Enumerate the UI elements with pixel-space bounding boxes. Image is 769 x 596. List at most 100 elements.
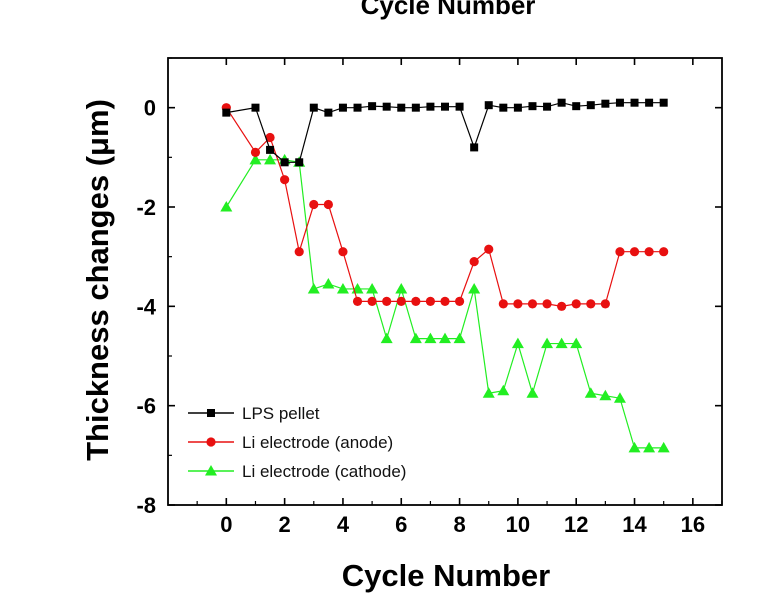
data-point: [469, 257, 479, 267]
data-point: [542, 299, 552, 309]
data-point: [441, 102, 449, 111]
data-point: [628, 441, 641, 453]
data-point: [601, 99, 610, 108]
data-point: [380, 332, 393, 344]
data-point: [511, 337, 524, 349]
data-point: [322, 277, 335, 289]
data-point: [323, 199, 333, 210]
data-point: [644, 247, 654, 257]
y-tick-label: -2: [136, 195, 156, 220]
data-point: [526, 387, 539, 398]
top-title: Cycle Number: [361, 0, 536, 20]
x-tick-label: 10: [506, 512, 530, 537]
data-point: [397, 103, 406, 112]
data-point: [586, 299, 596, 309]
data-point: [498, 299, 508, 309]
data-point: [222, 108, 231, 117]
x-tick-label: 8: [453, 512, 465, 537]
data-point: [482, 387, 495, 398]
plot-area: [220, 98, 670, 453]
data-point: [659, 98, 668, 107]
legend-label: Li electrode (cathode): [242, 462, 406, 481]
data-point: [528, 102, 537, 111]
x-axis-title: Cycle Number: [342, 558, 550, 593]
data-point: [336, 282, 349, 294]
data-point: [338, 247, 348, 257]
y-tick-label: 0: [144, 96, 156, 121]
x-tick-label: 16: [681, 512, 705, 537]
data-point: [309, 199, 319, 210]
data-point: [424, 332, 437, 344]
data-point: [368, 102, 377, 111]
y-tick-label: -4: [136, 294, 156, 319]
data-point: [484, 101, 493, 110]
data-point: [280, 158, 289, 167]
legend-label: LPS pellet: [242, 404, 320, 423]
data-point: [294, 247, 304, 257]
data-point: [295, 158, 304, 167]
data-point: [395, 282, 408, 294]
data-point: [629, 247, 640, 257]
data-point: [426, 102, 435, 111]
data-point: [613, 392, 626, 403]
data-point: [513, 103, 522, 112]
data-point: [643, 441, 656, 453]
data-point: [265, 132, 275, 143]
data-point: [527, 299, 538, 309]
data-point: [630, 98, 639, 107]
series-line-0: [226, 102, 664, 163]
axes: 0 2 4 6 8 10 12 14 16 0 -2 -4 -6 -8: [136, 57, 723, 537]
data-point: [352, 296, 363, 306]
data-point: [280, 175, 290, 185]
data-point: [571, 299, 581, 309]
legend-marker: [206, 437, 216, 447]
data-point: [455, 102, 464, 111]
data-point: [264, 153, 277, 165]
data-point: [572, 102, 581, 111]
x-tick-label: 2: [279, 512, 291, 537]
data-point: [657, 441, 670, 453]
data-point: [600, 299, 610, 309]
data-point: [353, 103, 362, 112]
data-point: [382, 296, 392, 306]
x-tick-label: 6: [395, 512, 407, 537]
data-point: [251, 103, 260, 112]
data-point: [309, 103, 318, 112]
data-point: [645, 98, 654, 107]
legend-marker: [207, 409, 215, 417]
data-point: [484, 244, 494, 254]
y-axis-title: Thickness changes (μm): [80, 99, 115, 461]
data-point: [599, 389, 612, 401]
x-tick-label: 4: [337, 512, 350, 537]
data-point: [513, 299, 523, 309]
data-point: [615, 98, 624, 107]
y-tick-label: -6: [136, 394, 156, 419]
data-point: [557, 98, 566, 107]
data-point: [497, 384, 510, 396]
data-point: [468, 282, 481, 294]
data-point: [499, 103, 508, 112]
data-point: [324, 108, 333, 117]
data-point: [382, 102, 391, 111]
data-point: [615, 247, 625, 257]
data-point: [541, 337, 554, 349]
data-point: [543, 102, 552, 111]
data-point: [249, 153, 262, 165]
data-point: [557, 301, 567, 311]
data-point: [659, 247, 669, 257]
data-point: [250, 147, 261, 157]
legend-label: Li electrode (anode): [242, 433, 393, 452]
data-point: [396, 296, 406, 306]
x-tick-label: 0: [220, 512, 232, 537]
data-point: [266, 145, 275, 154]
data-point: [366, 282, 379, 294]
data-point: [439, 332, 451, 344]
data-point: [411, 103, 420, 112]
x-tick-label: 14: [622, 512, 647, 537]
legend: LPS pellet Li electrode (anode) Li electro…: [188, 404, 406, 481]
legend-marker: [205, 465, 217, 476]
data-point: [367, 296, 377, 306]
data-point: [584, 387, 597, 398]
data-point: [307, 282, 320, 294]
